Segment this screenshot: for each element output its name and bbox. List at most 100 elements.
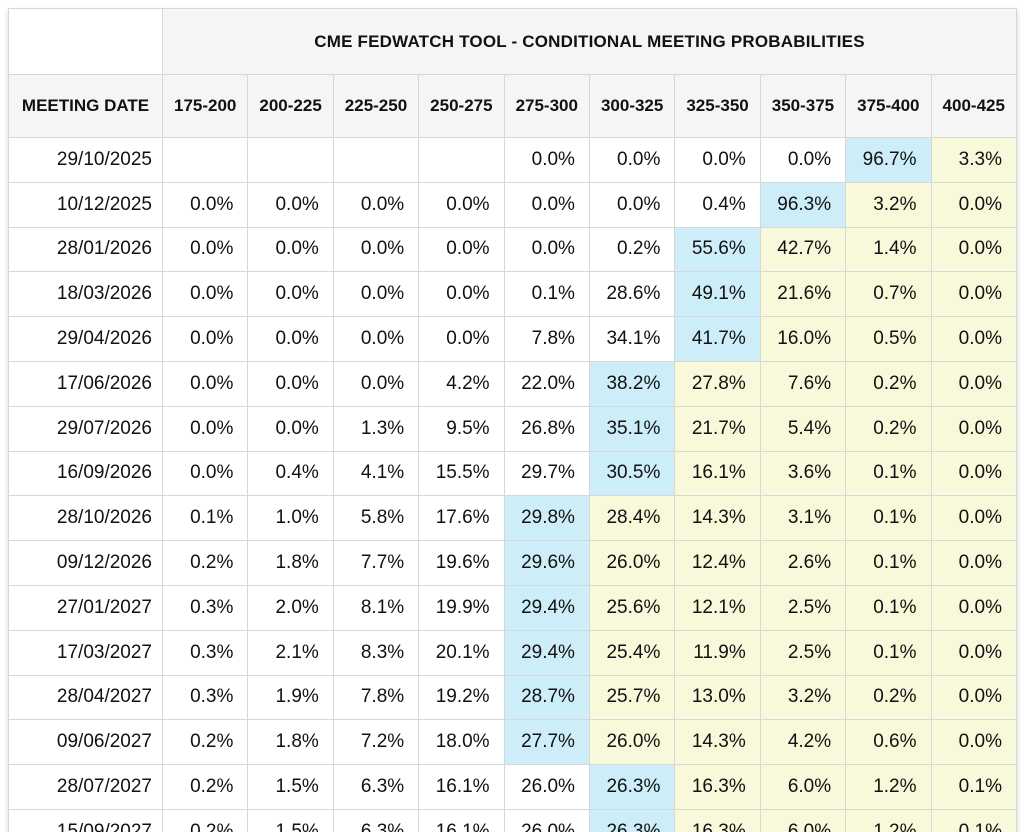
probability-cell: 25.6% (588, 584, 676, 631)
meeting-date-cell: 28/04/2027 (8, 674, 163, 721)
probability-cell: 96.7% (845, 137, 932, 183)
probability-cell: 0.2% (161, 719, 249, 766)
probability-cell: 27.7% (503, 719, 590, 766)
probability-cell: 0.0% (247, 360, 334, 407)
table-row: 27/01/2027 0.3% 2.0% 8.1% 19.9% 29.4% 25.6% 12.… (8, 584, 1017, 631)
probability-cell: 16.1% (418, 808, 505, 832)
rate-range-header-cell: 250-275 (418, 74, 505, 138)
probability-cell: 0.0% (503, 181, 590, 228)
table-row: 29/10/2025 0.0% 0.0% 0.0% 0.0% 96.7% 3.3% (8, 137, 1017, 183)
table-row: 16/09/2026 0.0% 0.4% 4.1% 15.5% 29.7% 30.5% 16.… (8, 450, 1017, 497)
probability-cell: 5.8% (332, 495, 420, 542)
table-row: 09/12/2026 0.2% 1.8% 7.7% 19.6% 29.6% 26.0% 12.… (8, 540, 1017, 586)
probability-cell: 0.0% (332, 316, 420, 362)
probability-cell: 1.5% (247, 808, 334, 832)
probability-cell: 0.0% (930, 226, 1017, 273)
probability-cell: 11.9% (674, 629, 761, 676)
probability-cell: 0.0% (161, 226, 249, 273)
probability-cell: 2.1% (247, 629, 334, 676)
probability-cell: 0.0% (332, 271, 420, 318)
probability-cell: 96.3% (759, 181, 847, 228)
probability-cell: 19.9% (418, 584, 505, 631)
probability-cell (161, 137, 249, 183)
probability-cell: 35.1% (588, 405, 676, 452)
table-row: 29/04/2026 0.0% 0.0% 0.0% 0.0% 7.8% 34.1% 41.7%… (8, 316, 1017, 362)
probability-cell: 1.8% (247, 719, 334, 766)
meeting-date-cell: 17/03/2027 (8, 629, 163, 676)
probability-cell: 0.3% (161, 629, 249, 676)
probability-cell: 0.0% (930, 719, 1017, 766)
probability-cell: 2.5% (759, 629, 847, 676)
probability-cell: 29.8% (503, 495, 590, 542)
probability-cell: 0.0% (930, 674, 1017, 721)
probability-cell: 28.6% (588, 271, 676, 318)
table-row: 28/07/2027 0.2% 1.5% 6.3% 16.1% 26.0% 26.3% 16.… (8, 764, 1017, 810)
probability-cell: 0.0% (674, 137, 761, 183)
probability-cell: 0.0% (247, 316, 334, 362)
probability-cell: 0.0% (247, 405, 334, 452)
probability-cell: 0.3% (161, 584, 249, 631)
title-row: CME FEDWATCH TOOL - CONDITIONAL MEETING … (8, 8, 1017, 75)
probability-cell: 0.0% (588, 181, 676, 228)
probability-cell: 26.0% (588, 719, 676, 766)
probability-cell: 0.0% (930, 450, 1017, 497)
probability-cell: 12.4% (674, 540, 761, 586)
probability-cell: 25.4% (588, 629, 676, 676)
probability-cell: 55.6% (674, 226, 761, 273)
table-row: 28/10/2026 0.1% 1.0% 5.8% 17.6% 29.8% 28.4% 14.… (8, 495, 1017, 542)
probability-cell: 0.2% (845, 405, 932, 452)
probability-cell: 6.0% (759, 808, 847, 832)
meeting-date-header: MEETING DATE (8, 74, 163, 138)
rate-range-header-cell: 325-350 (674, 74, 761, 138)
probability-cell: 14.3% (674, 495, 761, 542)
probability-cell (332, 137, 420, 183)
probability-cell: 29.4% (503, 584, 590, 631)
probability-cell: 1.2% (845, 764, 932, 810)
probability-cell: 2.0% (247, 584, 334, 631)
probability-cell: 16.1% (674, 450, 761, 497)
probability-cell: 0.0% (161, 316, 249, 362)
probability-cell: 19.2% (418, 674, 505, 721)
meeting-date-cell: 29/04/2026 (8, 316, 163, 362)
probability-cell: 16.3% (674, 764, 761, 810)
probability-cell: 3.6% (759, 450, 847, 497)
meeting-date-cell: 15/09/2027 (8, 808, 163, 832)
probability-cell: 17.6% (418, 495, 505, 542)
probability-cell: 7.2% (332, 719, 420, 766)
probability-cell: 0.0% (247, 226, 334, 273)
table-title: CME FEDWATCH TOOL - CONDITIONAL MEETING … (162, 8, 1017, 75)
probability-cell: 30.5% (588, 450, 676, 497)
probability-cell: 49.1% (674, 271, 761, 318)
probability-cell: 14.3% (674, 719, 761, 766)
meeting-date-cell: 10/12/2025 (8, 181, 163, 228)
meeting-date-cell: 18/03/2026 (8, 271, 163, 318)
probability-cell: 42.7% (759, 226, 847, 273)
rate-range-header-cell: 225-250 (332, 74, 420, 138)
meeting-date-cell: 09/12/2026 (8, 540, 163, 586)
probability-cell: 21.6% (759, 271, 847, 318)
meeting-date-cell: 17/06/2026 (8, 360, 163, 407)
probability-cell: 0.2% (588, 226, 676, 273)
probability-cell: 0.0% (418, 181, 505, 228)
probability-cell: 27.8% (674, 360, 761, 407)
probability-cell: 29.4% (503, 629, 590, 676)
rate-range-header-cell: 200-225 (247, 74, 334, 138)
probability-cell: 26.0% (503, 808, 590, 832)
probability-cell: 0.2% (845, 360, 932, 407)
table-row: 18/03/2026 0.0% 0.0% 0.0% 0.0% 0.1% 28.6% 49.1%… (8, 271, 1017, 318)
probability-cell: 0.1% (930, 764, 1017, 810)
table-row: 28/01/2026 0.0% 0.0% 0.0% 0.0% 0.0% 0.2% 55.6% 4… (8, 226, 1017, 273)
probability-cell: 0.1% (161, 495, 249, 542)
probability-cell: 0.0% (332, 181, 420, 228)
probability-cell: 1.3% (332, 405, 420, 452)
meeting-date-cell: 29/10/2025 (8, 137, 163, 183)
probability-cell: 41.7% (674, 316, 761, 362)
meeting-date-cell: 28/10/2026 (8, 495, 163, 542)
probability-cell: 0.0% (930, 360, 1017, 407)
corner-cell (8, 8, 163, 75)
probability-cell: 0.3% (161, 674, 249, 721)
probability-cell: 0.2% (161, 540, 249, 586)
rate-range-header-cell: 400-425 (930, 74, 1017, 138)
rate-range-header-cell: 175-200 (161, 74, 249, 138)
